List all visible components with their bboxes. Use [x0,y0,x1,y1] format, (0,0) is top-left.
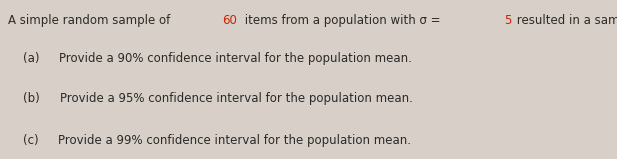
Text: (b): (b) [23,92,51,105]
Text: items from a population with σ =: items from a population with σ = [241,14,445,27]
Text: 5: 5 [503,14,511,27]
Text: 60: 60 [222,14,237,27]
Text: A simple random sample of: A simple random sample of [8,14,174,27]
Text: (a): (a) [23,52,51,66]
Text: Provide a 90% confidence interval for the population mean.: Provide a 90% confidence interval for th… [59,52,412,66]
Text: (c): (c) [23,134,51,147]
Text: Provide a 95% confidence interval for the population mean.: Provide a 95% confidence interval for th… [60,92,412,105]
Text: Provide a 99% confidence interval for the population mean.: Provide a 99% confidence interval for th… [58,134,411,147]
Text: resulted in a sample mean of: resulted in a sample mean of [513,14,617,27]
